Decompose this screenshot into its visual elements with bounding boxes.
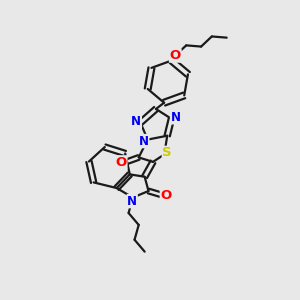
Text: O: O — [160, 189, 172, 202]
Text: S: S — [162, 146, 172, 160]
Text: N: N — [171, 111, 181, 124]
Text: N: N — [127, 195, 137, 208]
Text: N: N — [139, 135, 149, 148]
Text: O: O — [169, 49, 181, 62]
Text: N: N — [131, 115, 141, 128]
Text: O: O — [116, 156, 127, 169]
